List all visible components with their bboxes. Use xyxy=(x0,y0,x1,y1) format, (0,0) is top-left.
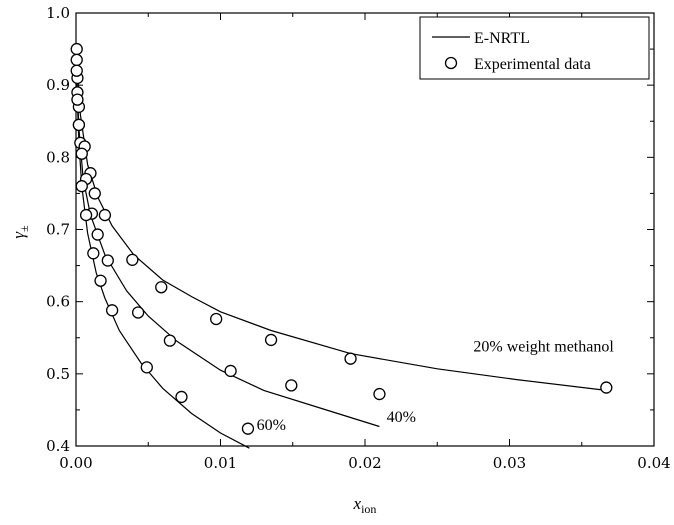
x-axis-title-subscript: ion xyxy=(361,502,376,516)
data-point xyxy=(264,333,278,347)
x-tick-label: 0.03 xyxy=(493,454,526,472)
annotation-40-percent: 40% xyxy=(387,409,416,426)
data-point xyxy=(98,208,112,222)
data-point xyxy=(70,42,83,56)
data-point xyxy=(87,247,100,260)
series-lines xyxy=(75,45,607,449)
data-point xyxy=(75,180,88,193)
data-point xyxy=(88,187,101,200)
y-axis-title-subscript: ± xyxy=(17,225,31,232)
y-tick-label: 0.5 xyxy=(46,365,70,383)
series-line-2 xyxy=(75,63,250,449)
data-point xyxy=(94,274,107,287)
y-tick-label: 0.4 xyxy=(46,437,70,455)
data-point xyxy=(72,118,86,132)
y-tick-label: 0.9 xyxy=(46,76,70,94)
data-point xyxy=(71,93,84,106)
data-point xyxy=(163,334,177,347)
data-point xyxy=(344,352,357,365)
y-tick-label: 1.0 xyxy=(46,4,70,22)
legend-entry-line: E-NRTL xyxy=(474,30,530,47)
y-tick-label: 0.6 xyxy=(46,293,70,311)
data-point xyxy=(79,208,93,222)
data-point xyxy=(126,253,139,266)
data-point xyxy=(91,228,104,241)
series-points xyxy=(70,42,613,435)
data-point xyxy=(70,53,83,67)
data-point xyxy=(155,281,168,294)
x-tick-label: 0.01 xyxy=(204,454,237,472)
data-point xyxy=(224,364,237,378)
x-axis-title-main: x xyxy=(353,494,362,513)
x-tick-label: 0.04 xyxy=(637,454,670,472)
data-point xyxy=(131,306,145,319)
tick-labels: 0.00 0.01 0.02 0.03 0.04 0.4 0.5 0.6 0.7 0.8 0.9 1.… xyxy=(46,4,671,472)
data-point xyxy=(140,361,153,374)
y-axis-title-main: γ xyxy=(9,231,28,239)
legend-entry-points: Experimental data xyxy=(474,56,591,73)
series-line-1 xyxy=(75,56,380,428)
annotation-20-percent: 20% weight methanol xyxy=(473,338,614,355)
y-tick-label: 0.7 xyxy=(46,221,70,239)
data-point xyxy=(600,381,613,394)
legend-circle-swatch xyxy=(444,56,458,70)
data-point xyxy=(101,254,114,267)
data-point xyxy=(210,312,223,326)
x-tick-label: 0.02 xyxy=(348,454,381,472)
data-point xyxy=(75,147,88,160)
x-tick-label: 0.00 xyxy=(59,454,92,472)
data-point xyxy=(175,390,188,404)
legend-box xyxy=(419,16,650,80)
legend: E-NRTL Experimental data xyxy=(419,16,650,80)
data-point xyxy=(105,304,119,317)
x-axis-title: xion xyxy=(353,494,377,516)
y-axis-title: γ± xyxy=(9,225,31,239)
data-point xyxy=(241,422,255,435)
data-point xyxy=(285,379,298,392)
data-point xyxy=(70,64,83,77)
annotation-60-percent: 60% xyxy=(257,417,286,434)
y-tick-label: 0.8 xyxy=(46,148,70,166)
data-point xyxy=(373,387,386,401)
